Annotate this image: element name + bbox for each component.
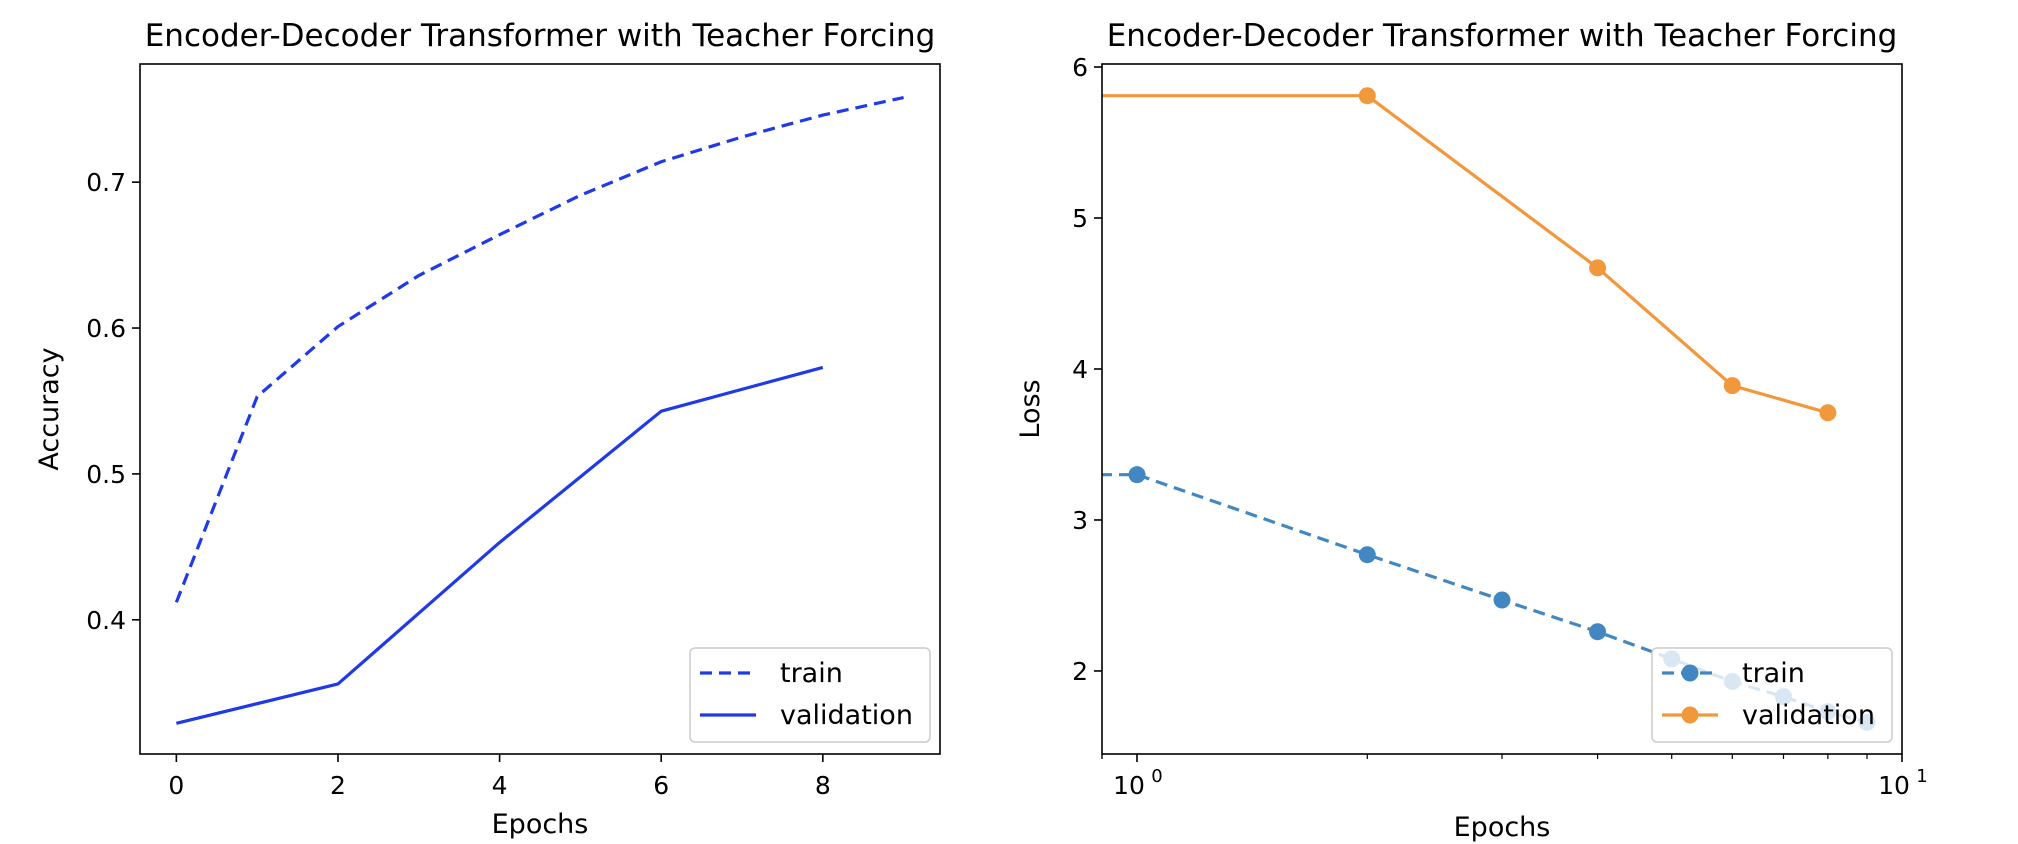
accuracy-chart-ytick-label: 0.7	[86, 168, 126, 197]
accuracy-chart-frame	[139, 63, 941, 755]
accuracy-chart-ticks: 0.4 0.5 0.6 0.7 0 2 4 6 8	[86, 168, 831, 800]
accuracy-chart-xtick-label: 6	[653, 771, 669, 800]
accuracy-chart-xtick-label: 2	[330, 771, 346, 800]
loss-chart-series-train-point	[1493, 591, 1511, 609]
loss-chart-series-train-point	[1589, 623, 1607, 641]
loss-chart-xtick-label: 10	[1878, 771, 1910, 800]
loss-chart-ticks: 2 3 4 5 6 10 0 10 1	[1072, 53, 1928, 800]
loss-chart-legend-label-train: train	[1742, 658, 1805, 689]
loss-chart: Encoder-Decoder Transformer with Teacher…	[1015, 18, 1928, 843]
loss-chart-series-validation-point	[1723, 377, 1741, 395]
loss-chart-legend: train validation	[1651, 647, 1893, 743]
accuracy-chart-ytick-label: 0.4	[86, 606, 126, 635]
loss-chart-ytick-label: 3	[1072, 506, 1088, 535]
accuracy-chart-title: Encoder-Decoder Transformer with Teacher…	[145, 18, 936, 54]
loss-chart-legend-marker-train	[1681, 664, 1699, 682]
loss-chart-series-validation-point	[1358, 87, 1376, 105]
accuracy-chart-legend-label-train: train	[780, 658, 843, 689]
accuracy-chart-xtick-label: 4	[492, 771, 508, 800]
accuracy-chart-ytick-label: 0.6	[86, 314, 126, 343]
accuracy-chart-ytick-label: 0.5	[86, 460, 126, 489]
accuracy-chart-plot-area	[174, 95, 904, 725]
loss-chart-title: Encoder-Decoder Transformer with Teacher…	[1107, 18, 1898, 54]
loss-chart-xtick-exponent: 0	[1151, 766, 1162, 787]
accuracy-chart-ylabel: Accuracy	[34, 347, 65, 470]
loss-chart-xtick-exponent: 1	[1916, 766, 1927, 787]
loss-chart-legend-marker-validation	[1681, 706, 1699, 724]
loss-chart-series-train-point	[1128, 466, 1146, 484]
accuracy-chart-series-validation-line	[175, 365, 824, 725]
loss-chart-ytick-label: 6	[1072, 53, 1088, 82]
loss-chart-ytick-label: 2	[1072, 657, 1088, 686]
loss-chart-legend-label-validation: validation	[1742, 700, 1875, 731]
loss-chart-series-validation-point	[1589, 259, 1607, 277]
loss-chart-series-validation-point	[1819, 404, 1837, 422]
loss-chart-ytick-label: 5	[1072, 204, 1088, 233]
loss-chart-xlabel: Epochs	[1454, 812, 1551, 843]
accuracy-chart-series-train-line	[174, 95, 904, 603]
loss-chart-frame	[1101, 63, 1903, 755]
loss-chart-series-train-point	[1358, 546, 1376, 564]
loss-chart-xtick-label: 10	[1113, 771, 1145, 800]
accuracy-chart-legend: train validation	[689, 647, 931, 743]
accuracy-chart: Encoder-Decoder Transformer with Teacher…	[34, 18, 941, 840]
accuracy-chart-legend-label-validation: validation	[780, 700, 913, 731]
accuracy-chart-xtick-label: 8	[815, 771, 831, 800]
loss-chart-ylabel: Loss	[1015, 379, 1046, 438]
accuracy-chart-xtick-label: 0	[168, 771, 184, 800]
accuracy-chart-xlabel: Epochs	[492, 809, 589, 840]
loss-chart-ytick-label: 4	[1072, 355, 1088, 384]
